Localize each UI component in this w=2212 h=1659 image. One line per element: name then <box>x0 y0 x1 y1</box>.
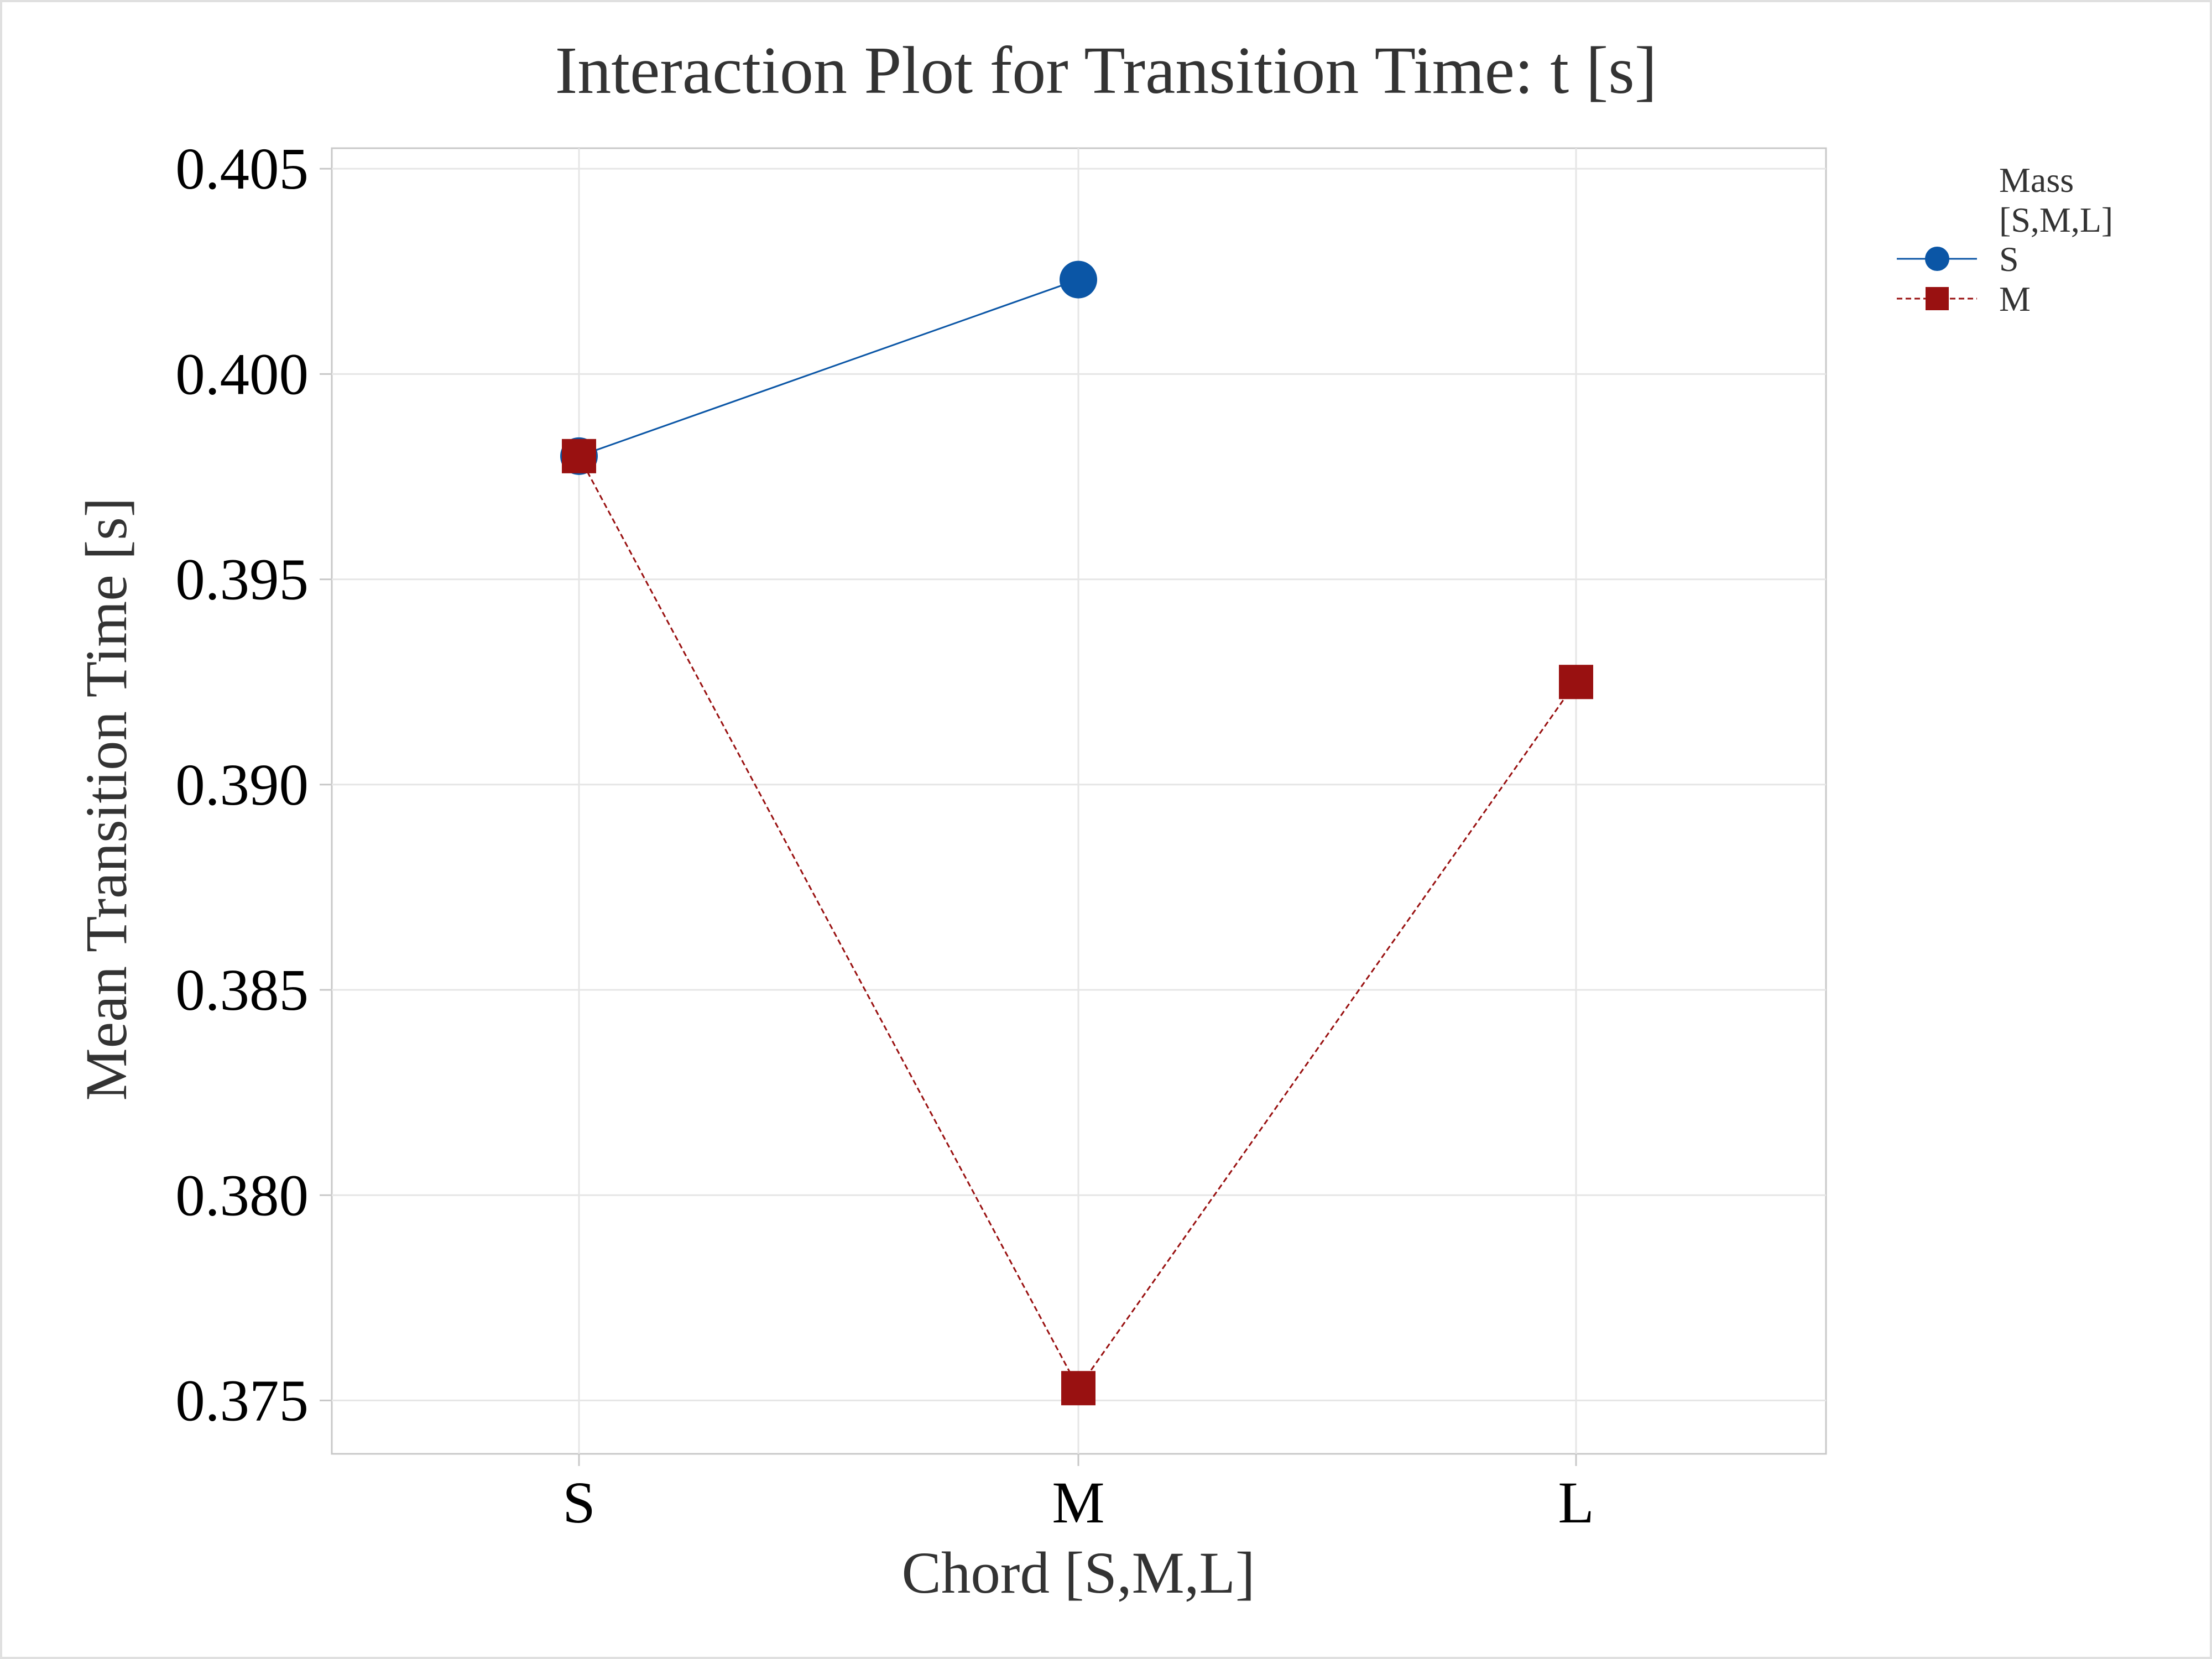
y-tick-label: 0.390 <box>175 753 309 818</box>
x-gridlines <box>578 148 1577 1454</box>
legend-item-M: M <box>1897 279 2031 319</box>
data-point-S <box>1060 260 1097 299</box>
legend-label: S <box>1999 239 2019 279</box>
legend-title-line-2: [S,M,L] <box>1999 200 2113 239</box>
legend-label: M <box>1999 279 2031 319</box>
legend: Mass [S,M,L] SM <box>1897 160 2113 319</box>
x-axis-label: Chord [S,M,L] <box>901 1541 1255 1606</box>
y-tick-label: 0.385 <box>175 958 309 1023</box>
y-tick-labels: 0.375 0.380 0.385 0.390 0.395 0.400 0.405 <box>175 137 309 1433</box>
legend-item-S: S <box>1897 239 2019 279</box>
tick-marks <box>320 168 1577 1466</box>
y-tick-label: 0.405 <box>175 137 309 202</box>
legend-items: SM <box>1897 239 2031 319</box>
y-tick-label: 0.395 <box>175 547 309 613</box>
data-point-M <box>1559 665 1593 700</box>
y-tick-label: 0.400 <box>175 342 309 407</box>
legend-marker <box>1925 247 1949 271</box>
x-tick-label: L <box>1558 1470 1594 1536</box>
data-point-M <box>562 439 596 473</box>
data-point-M <box>1061 1371 1095 1406</box>
series-layer <box>560 260 1593 1406</box>
x-tick-label: M <box>1052 1470 1104 1536</box>
y-tick-label: 0.375 <box>175 1368 309 1433</box>
chart-title: Interaction Plot for Transition Time: t … <box>555 33 1657 108</box>
x-tick-label: S <box>562 1470 596 1536</box>
series-line-S <box>578 279 1079 457</box>
y-tick-label: 0.380 <box>175 1163 309 1228</box>
legend-marker <box>1926 287 1949 310</box>
y-axis-label: Mean Transition Time [s] <box>74 497 139 1100</box>
legend-title-line-1: Mass <box>1999 160 2074 200</box>
